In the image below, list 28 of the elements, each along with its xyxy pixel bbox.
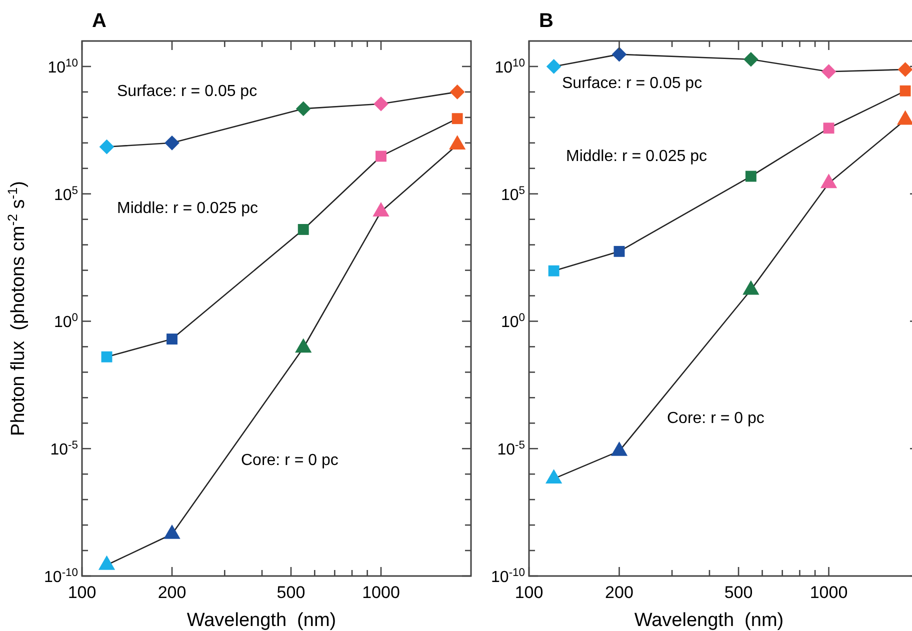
y-tick-label: 10$^{-5}$ [497,440,525,459]
y-tick-label: 10$^{5}$ [500,184,525,204]
y-tick-label: 10$^{-5}$ [50,440,78,459]
y-tick-label: 10$^{10}$ [494,57,525,76]
x-axis-title: Wavelength (nm) [186,610,336,631]
y-tick-label: 10$^{10}$ [48,57,78,76]
chart-title: B [539,10,554,32]
x-tick-label: 1000 [810,583,848,602]
text: Middle: r = 0.025 pc [117,200,258,217]
series-label: Core: r = 0 pc [667,410,764,427]
x-tick-label: 1000 [362,583,400,602]
series-label: Core: r = 0 pc [241,452,338,469]
series-label: Surface: r = 0.05 pc [117,83,258,100]
series-label: Surface: r = 0.05 pc [562,75,702,92]
x-tick-label: 100 [68,583,96,602]
y-tick-label: 10$^{0}$ [500,312,525,332]
x-axis-title: Wavelength (nm) [634,610,784,631]
y-tick-label: 10$^{0}$ [54,312,78,332]
x-tick-label: 500 [724,583,753,602]
y-tick-label: 10$^{-10}$ [491,567,525,586]
chart-title: A [92,10,106,32]
x-tick-label: 200 [605,583,634,602]
y-tick-label: 10$^{5}$ [54,184,78,204]
x-tick-label: 100 [514,583,544,602]
y-tick-label: 10$^{-10}$ [44,567,78,586]
x-tick-label: 200 [158,583,186,602]
x-tick-label: 500 [276,583,306,602]
series-label: Middle: r = 0.025 pc [566,148,707,165]
